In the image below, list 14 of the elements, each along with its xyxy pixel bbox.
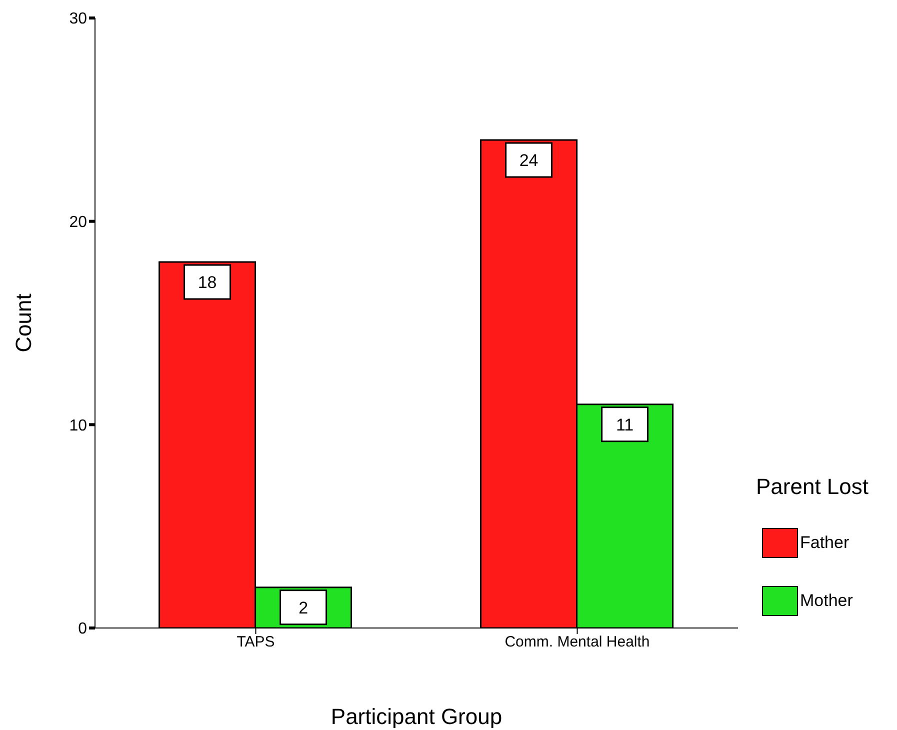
x-tick-label: TAPS: [236, 634, 275, 651]
data-label: 2: [298, 598, 308, 618]
legend-title: Parent Lost: [756, 474, 869, 500]
y-tick-label: 20: [69, 214, 88, 232]
data-label: 11: [616, 415, 634, 434]
data-label: 18: [198, 273, 217, 292]
y-axis-title: Count: [10, 294, 36, 352]
y-tick-label: 30: [69, 10, 88, 28]
legend-label: Father: [800, 533, 850, 553]
y-tick-label: 0: [78, 620, 88, 638]
legend-label: Mother: [800, 591, 853, 611]
data-label: 24: [519, 151, 538, 170]
x-tick-label: Comm. Mental Health: [504, 634, 650, 651]
y-tick-label: 10: [69, 417, 88, 434]
